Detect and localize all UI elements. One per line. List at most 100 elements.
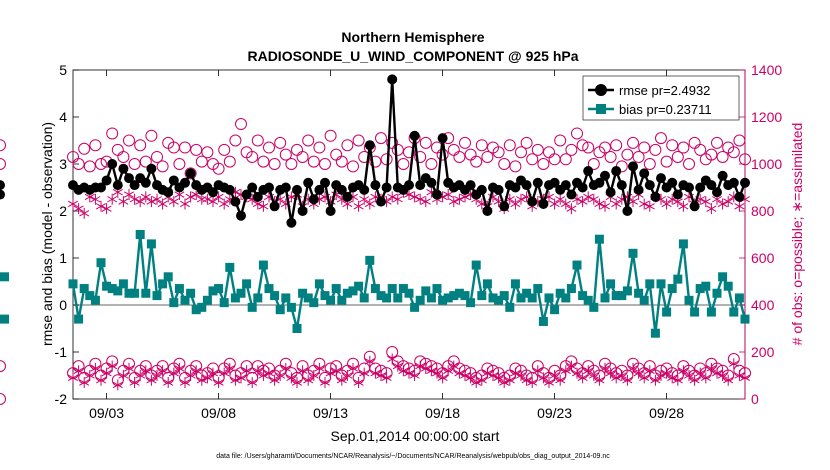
assimilated-obs-marker bbox=[179, 377, 191, 389]
assimilated-obs-marker bbox=[415, 193, 426, 205]
rmse-point bbox=[252, 191, 263, 202]
assimilated-obs-marker bbox=[443, 189, 454, 201]
bias-point bbox=[376, 291, 386, 301]
y-tick-label: 5 bbox=[59, 62, 67, 78]
rmse-point bbox=[656, 173, 666, 184]
possible-obs-marker bbox=[358, 150, 371, 163]
bias-point bbox=[96, 258, 106, 268]
assimilated-obs-marker bbox=[549, 370, 560, 381]
bias-point bbox=[471, 260, 481, 270]
assimilated-obs-marker bbox=[79, 377, 90, 389]
possible-obs-marker bbox=[666, 139, 679, 152]
possible-obs-marker bbox=[554, 134, 567, 147]
rmse-point bbox=[560, 180, 571, 191]
bias-point bbox=[0, 314, 9, 324]
possible-obs-marker bbox=[604, 150, 617, 163]
bias-point bbox=[723, 281, 733, 291]
assimilated-obs-marker bbox=[269, 374, 280, 386]
assimilated-obs-marker bbox=[73, 365, 84, 377]
bias-point bbox=[449, 291, 459, 301]
bias-point bbox=[230, 293, 240, 303]
assimilated-obs-marker bbox=[303, 374, 314, 386]
assimilated-obs-marker bbox=[403, 367, 415, 379]
bias-point bbox=[712, 288, 722, 298]
bias-point bbox=[410, 302, 420, 312]
assimilated-obs-marker bbox=[174, 362, 185, 374]
rmse-point bbox=[101, 175, 112, 186]
assimilated-obs-marker bbox=[90, 362, 101, 374]
possible-obs-marker bbox=[475, 139, 488, 152]
possible-obs-marker bbox=[83, 160, 96, 173]
bias-point bbox=[102, 281, 112, 291]
bias-point bbox=[219, 298, 229, 308]
bias-point bbox=[225, 262, 235, 272]
bias-point bbox=[264, 284, 274, 294]
assimilated-obs-marker bbox=[252, 365, 263, 377]
assimilated-obs-marker bbox=[426, 365, 437, 377]
assimilated-obs-marker bbox=[678, 200, 689, 212]
possible-obs-marker bbox=[397, 158, 410, 170]
assimilated-obs-marker bbox=[723, 374, 734, 386]
y-tick-label: -2 bbox=[55, 391, 68, 407]
possible-obs-marker bbox=[223, 155, 236, 168]
possible-obs-marker bbox=[0, 139, 6, 152]
y-tick-label: 2 bbox=[59, 203, 67, 219]
possible-obs-marker bbox=[190, 143, 203, 156]
assimilated-obs-marker bbox=[734, 370, 745, 381]
possible-obs-marker bbox=[403, 146, 415, 159]
rmse-point bbox=[387, 74, 398, 85]
rmse-point bbox=[124, 173, 134, 184]
rmse-point bbox=[684, 182, 694, 193]
assimilated-obs-marker bbox=[454, 193, 465, 205]
assimilated-obs-marker bbox=[123, 362, 135, 374]
possible-obs-marker bbox=[638, 141, 651, 154]
possible-obs-marker bbox=[739, 153, 751, 166]
bias-point bbox=[639, 295, 649, 305]
bias-point bbox=[443, 293, 453, 303]
assimilated-obs-marker bbox=[370, 367, 381, 379]
rmse-point bbox=[499, 201, 510, 212]
assimilated-obs-marker bbox=[437, 372, 448, 384]
rmse-point bbox=[404, 180, 414, 191]
bias-point bbox=[152, 291, 162, 301]
assimilated-obs-marker bbox=[241, 365, 252, 377]
assimilated-obs-marker bbox=[527, 377, 538, 389]
rmse-point bbox=[163, 187, 174, 198]
possible-obs-marker bbox=[229, 134, 242, 147]
series-possible bbox=[0, 118, 751, 180]
rmse-point bbox=[672, 189, 683, 200]
rmse-point bbox=[532, 177, 543, 188]
assimilated-obs-marker bbox=[196, 374, 207, 386]
assimilated-obs-marker bbox=[487, 370, 499, 381]
bias-point bbox=[270, 291, 280, 301]
assimilated-obs-marker bbox=[717, 370, 728, 381]
bias-point bbox=[684, 295, 694, 305]
bias-point bbox=[645, 279, 655, 289]
y2-tick-label: 1400 bbox=[751, 62, 782, 78]
assimilated-obs-marker bbox=[695, 367, 706, 379]
assimilated-obs-marker bbox=[359, 193, 370, 205]
possible-obs-marker bbox=[246, 150, 259, 163]
possible-obs-marker bbox=[375, 132, 387, 145]
assimilated-obs-marker bbox=[392, 193, 403, 205]
bias-point bbox=[667, 284, 677, 294]
assimilated-obs-marker bbox=[588, 370, 599, 381]
y-tick-label: 3 bbox=[59, 156, 67, 172]
rmse-point bbox=[280, 182, 291, 193]
bias-point bbox=[438, 295, 448, 305]
plot-area bbox=[72, 69, 746, 400]
assimilated-obs-marker bbox=[611, 372, 622, 384]
bias-point bbox=[477, 291, 487, 301]
rmse-point bbox=[622, 206, 633, 216]
assimilated-obs-marker bbox=[588, 193, 599, 205]
assimilated-obs-marker bbox=[560, 198, 571, 210]
rmse-point bbox=[308, 194, 319, 205]
possible-obs-marker bbox=[571, 127, 583, 140]
assimilated-obs-marker bbox=[700, 196, 711, 208]
bias-point bbox=[533, 284, 543, 294]
assimilated-obs-marker bbox=[420, 196, 431, 208]
assimilated-obs-marker bbox=[235, 372, 247, 384]
assimilated-obs-marker bbox=[286, 372, 297, 384]
assimilated-obs-marker bbox=[655, 370, 667, 381]
assimilated-obs-marker bbox=[678, 365, 689, 377]
